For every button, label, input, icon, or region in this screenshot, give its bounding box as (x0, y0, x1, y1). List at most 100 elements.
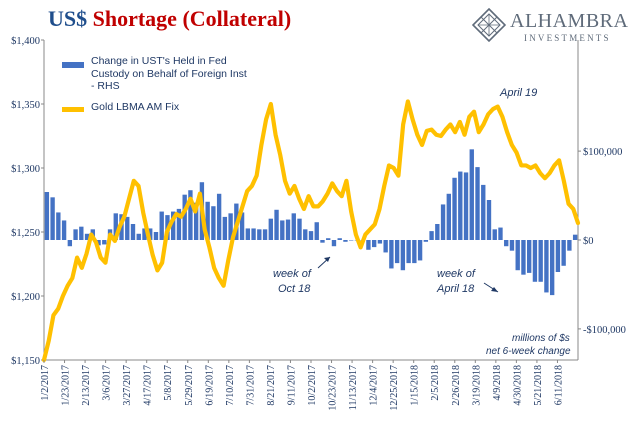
bar (400, 240, 406, 271)
bar (96, 240, 101, 246)
bar (79, 226, 84, 240)
bar (326, 238, 331, 240)
bar (274, 209, 279, 240)
title-part-usd: US$ (48, 6, 88, 31)
x-tick-label: 2/13/2017 (81, 365, 92, 406)
bar (262, 229, 268, 240)
bar (389, 240, 394, 269)
bar (171, 211, 176, 240)
left-tick-label: $1,150 (11, 356, 40, 367)
annotation-april-line1: week of (437, 268, 475, 280)
bar (549, 240, 555, 296)
bar (544, 240, 549, 293)
bar (67, 240, 73, 247)
bar (280, 220, 285, 240)
x-tick-label: 9/11/2017 (287, 365, 298, 405)
bar (193, 202, 199, 240)
gold-line (41, 99, 581, 363)
bar (458, 171, 463, 240)
x-tick-label: 1/15/2018 (410, 365, 421, 406)
bar (228, 213, 233, 240)
x-tick-label: 10/23/2017 (328, 365, 339, 411)
bar (469, 149, 474, 240)
bar (331, 240, 337, 247)
bar (245, 228, 251, 240)
bar (102, 240, 107, 245)
x-tick-label: 10/2/2017 (307, 365, 318, 406)
bar (475, 167, 480, 240)
bar (222, 216, 228, 240)
left-tick-label: $1,400 (11, 36, 40, 47)
bar (159, 211, 164, 240)
bar (176, 208, 182, 240)
bar (349, 240, 354, 241)
legend-label-bars: Change in UST's Held in Fed Custody on B… (91, 55, 247, 92)
alhambra-logo: ALHAMBRA INVESTMENTS (470, 6, 638, 46)
diamond-lattice-icon (472, 8, 506, 42)
bar (412, 240, 417, 264)
bar (515, 240, 520, 271)
bar (435, 224, 440, 240)
annotation-millions-line1: millions of $s (512, 333, 570, 344)
bar (481, 184, 486, 240)
x-tick-label: 4/17/2017 (143, 365, 154, 406)
bar (383, 240, 388, 253)
right-tick-label: -$100,000 (583, 325, 626, 336)
x-tick-label: 7/31/2017 (245, 365, 256, 406)
chart-title: US$ Shortage (Collateral) (48, 6, 291, 32)
bar (320, 240, 325, 243)
x-tick-label: 5/29/2017 (184, 365, 195, 406)
annotation-millions-line2: net 6-week change (486, 346, 571, 357)
bar (153, 232, 159, 240)
bar (463, 172, 469, 240)
bar (429, 231, 434, 240)
bar (182, 194, 187, 240)
x-tick-label: 3/6/2017 (102, 365, 113, 401)
bar (148, 228, 153, 240)
bar (527, 240, 532, 273)
bar (205, 201, 210, 240)
bar (188, 190, 193, 240)
bar (572, 234, 578, 240)
x-tick-label: 2/26/2018 (451, 365, 462, 406)
bar (504, 240, 509, 247)
x-tick-label: 7/10/2017 (225, 365, 236, 406)
arrow-oct-head (324, 257, 330, 262)
annotation-oct-line1: week of (273, 268, 311, 280)
bar (44, 192, 50, 240)
x-tick-label: 1/2/2017 (40, 365, 51, 401)
left-tick-label: $1,200 (11, 292, 40, 303)
bar (377, 240, 383, 244)
x-tick-label: 5/8/2017 (163, 365, 174, 401)
bar (314, 222, 319, 240)
left-tick-label: $1,250 (11, 228, 40, 239)
bar (394, 240, 400, 264)
right-tick-label: $0 (583, 236, 594, 247)
logo-subtitle: INVESTMENTS (524, 33, 611, 43)
x-tick-label: 3/27/2017 (122, 365, 133, 406)
bar (538, 240, 543, 282)
bar (343, 240, 348, 242)
annotation-oct-line2: Oct 18 (278, 283, 311, 295)
x-tick-label: 5/21/2018 (533, 365, 544, 406)
bar (452, 177, 457, 240)
annotation-april-line2: April 18 (437, 283, 475, 295)
bar (56, 212, 61, 240)
bar (268, 218, 273, 240)
bar (216, 193, 222, 240)
x-tick-label: 3/19/2018 (471, 365, 482, 406)
bar (136, 233, 141, 240)
x-tick-label: 1/23/2017 (61, 365, 72, 406)
left-tick-label: $1,300 (11, 164, 40, 175)
bar (440, 204, 446, 240)
legend-swatch-bars (62, 62, 84, 68)
x-tick-label: 6/11/2018 (554, 365, 565, 405)
bar (211, 206, 216, 240)
bar (50, 197, 55, 240)
bar (251, 228, 256, 240)
x-tick-label: 6/19/2017 (204, 365, 215, 406)
bar (291, 213, 296, 240)
x-tick-label: 2/5/2018 (430, 365, 441, 401)
bar (337, 238, 342, 240)
